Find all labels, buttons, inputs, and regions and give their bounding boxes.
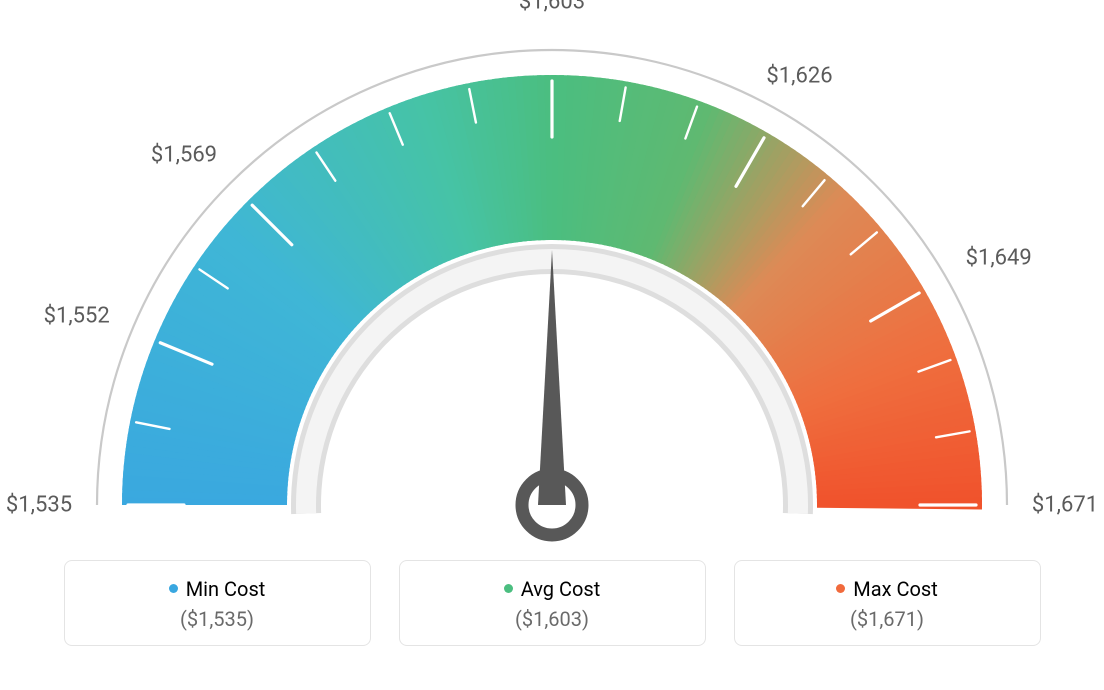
gauge-chart: $1,535 $1,552 $1,569 $1,603 $1,626 $1,649 $1,6… [0,0,1104,560]
legend-row: Min Cost ($1,535) Avg Cost ($1,603) Max … [0,560,1104,646]
legend-title-avg: Avg Cost [400,577,705,601]
legend-dot-avg [504,584,513,593]
gauge-tick-label: $1,535 [6,493,72,518]
legend-dot-max [836,584,845,593]
legend-title-max-text: Max Cost [853,577,938,601]
legend-card-avg: Avg Cost ($1,603) [399,560,706,646]
legend-value-avg: ($1,603) [400,607,705,631]
gauge-tick-label: $1,569 [151,142,217,167]
gauge-svg [0,0,1104,560]
gauge-tick-label: $1,649 [966,245,1032,270]
legend-title-avg-text: Avg Cost [521,577,601,601]
legend-value-max: ($1,671) [735,607,1040,631]
legend-title-max: Max Cost [735,577,1040,601]
legend-card-max: Max Cost ($1,671) [734,560,1041,646]
legend-dot-min [169,584,178,593]
legend-card-min: Min Cost ($1,535) [64,560,371,646]
legend-title-min-text: Min Cost [186,577,266,601]
legend-title-min: Min Cost [65,577,370,601]
gauge-tick-label: $1,603 [519,0,585,15]
gauge-tick-label: $1,671 [1032,493,1098,518]
gauge-tick-label: $1,626 [766,64,832,89]
gauge-tick-label: $1,552 [44,303,110,328]
legend-value-min: ($1,535) [65,607,370,631]
